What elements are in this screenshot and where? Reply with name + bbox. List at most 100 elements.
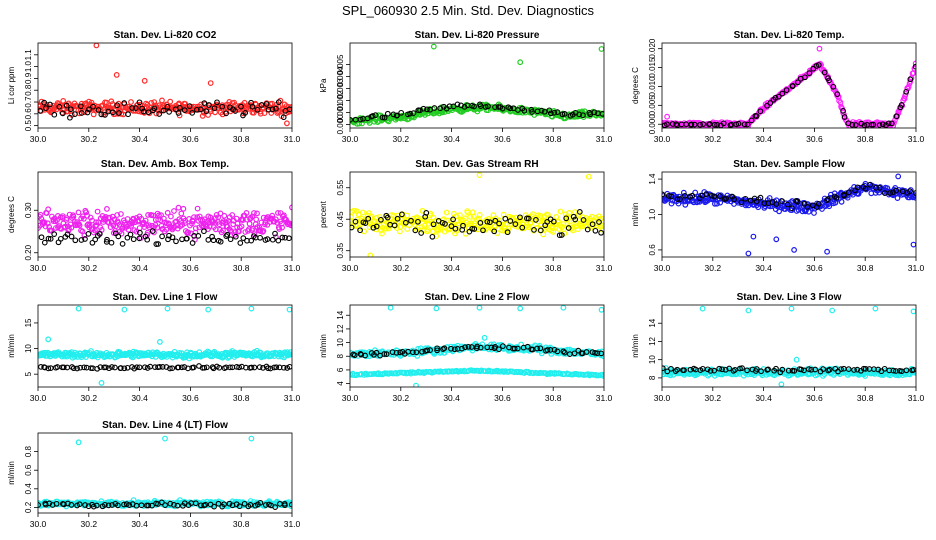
data-point <box>98 111 105 118</box>
outlier-point <box>248 305 255 312</box>
data-point <box>852 122 859 128</box>
data-point <box>166 109 172 115</box>
data-point <box>379 114 386 121</box>
data-point <box>372 112 379 118</box>
y-tick-label: 0.8 <box>24 445 33 457</box>
outlier-point <box>895 173 902 180</box>
data-point <box>254 106 261 113</box>
data-point <box>748 117 755 124</box>
data-point <box>249 225 256 232</box>
data-point <box>123 501 130 507</box>
data-point <box>753 366 760 372</box>
data-point <box>70 213 77 220</box>
data-point <box>108 98 115 105</box>
data-point <box>220 227 226 234</box>
data-point <box>450 216 456 223</box>
x-tick-label: 30.2 <box>81 263 98 273</box>
y-tick-label: 10 <box>648 355 657 364</box>
y-tick-label: 0.8 <box>24 84 33 96</box>
outlier-point <box>664 113 670 120</box>
data-point <box>767 100 774 106</box>
plot-frame <box>37 42 293 129</box>
data-point <box>286 235 292 242</box>
data-point <box>873 185 879 191</box>
data-point <box>115 502 121 509</box>
data-point <box>160 107 167 114</box>
outlier-point <box>93 43 100 49</box>
data-point <box>407 110 413 117</box>
outlier-point <box>207 80 214 86</box>
chart-title: Stan. Dev. Amb. Box Temp. <box>101 159 229 170</box>
x-tick-label: 30.2 <box>393 134 410 144</box>
x-tick-label: 30.4 <box>131 393 148 403</box>
data-point <box>537 227 544 234</box>
y-tick-label: 1.4 <box>648 173 657 185</box>
data-point <box>560 348 567 355</box>
data-point <box>151 229 157 236</box>
data-point <box>384 110 391 117</box>
data-point <box>773 365 779 372</box>
data-points <box>662 173 916 257</box>
chart-panel: Stan. Dev. Sample Flow ml/min 30.0 30.2 30.4… <box>631 159 925 273</box>
data-point <box>574 226 581 233</box>
data-point <box>687 366 694 373</box>
data-point <box>697 121 703 128</box>
data-point <box>236 364 242 371</box>
data-point <box>591 109 598 116</box>
data-point <box>794 198 801 205</box>
data-point <box>45 365 52 372</box>
chart-title: Stan. Dev. Line 4 (LT) Flow <box>102 420 228 431</box>
y-tick-label: 12 <box>336 324 345 333</box>
data-point <box>261 110 268 116</box>
data-point <box>80 215 87 222</box>
data-point <box>757 194 764 201</box>
data-point <box>42 364 48 371</box>
data-point <box>201 100 208 106</box>
data-point <box>271 364 277 371</box>
data-point <box>93 502 100 509</box>
y-tick-label: 1.0 <box>648 208 657 220</box>
y-tick-label: 15 <box>24 318 33 327</box>
data-point <box>90 503 97 510</box>
x-tick-label: 31.0 <box>284 519 301 529</box>
data-point <box>537 345 544 352</box>
data-point <box>251 364 258 371</box>
data-point <box>424 106 430 113</box>
data-point <box>159 97 165 104</box>
data-point <box>722 366 729 373</box>
data-point <box>169 234 176 241</box>
data-point <box>391 222 398 229</box>
data-point <box>351 207 358 214</box>
data-point <box>841 192 847 199</box>
data-point <box>525 215 532 222</box>
plot-frame <box>349 171 605 258</box>
data-point <box>81 109 88 116</box>
data-point <box>67 106 74 113</box>
data-point <box>664 368 671 375</box>
data-point <box>519 224 526 231</box>
outlier-point <box>248 435 255 442</box>
chart-panel: Stan. Dev. Line 1 Flow ml/min 30.0 30.2 30.4… <box>7 292 301 403</box>
data-point <box>106 365 112 372</box>
data-point <box>211 503 217 510</box>
data-point <box>682 192 688 199</box>
data-point <box>442 221 448 227</box>
x-tick-label: 30.0 <box>30 263 47 273</box>
data-point <box>190 364 197 371</box>
y-tick-label: 14 <box>336 310 345 319</box>
data-point <box>573 220 579 227</box>
data-point <box>83 209 90 216</box>
chart-title: Stan. Dev. Sample Flow <box>733 159 845 170</box>
data-point <box>804 204 811 210</box>
data-point <box>442 368 449 375</box>
data-point <box>870 121 877 128</box>
data-point <box>753 198 760 205</box>
data-point <box>570 213 577 220</box>
data-point <box>806 70 813 76</box>
data-point <box>173 238 179 245</box>
data-point <box>248 237 255 244</box>
data-point <box>491 228 498 235</box>
y-tick-label: 4 <box>336 381 345 386</box>
data-point <box>47 101 53 108</box>
data-point <box>599 111 604 117</box>
